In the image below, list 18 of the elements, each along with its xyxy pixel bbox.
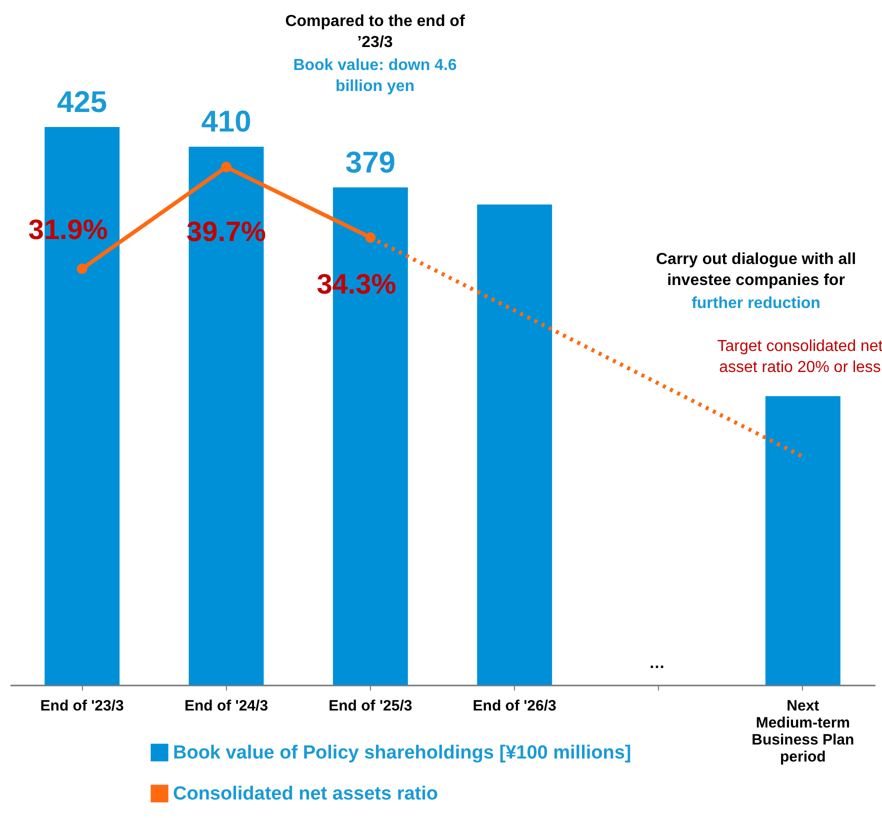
x-tick-label: Next Medium-term Business Plan period	[752, 698, 854, 766]
annotation: …	[649, 655, 665, 672]
annotation: Carry out dialogue with all investee companies for	[656, 251, 856, 289]
bar	[765, 396, 840, 685]
bar	[188, 146, 264, 685]
x-tick-label: End of '24/3	[184, 698, 268, 714]
data-label: 425	[57, 86, 108, 119]
text: Compared to the end of ’23/3	[285, 13, 466, 51]
bar	[477, 204, 552, 685]
text: Book value: down 4.6 billion yen	[293, 57, 457, 95]
x-tick-label: End of '26/3	[472, 698, 556, 714]
annotation: further reduction	[692, 295, 820, 312]
data-label: 379	[345, 146, 396, 180]
legend-label: Consolidated net assets ratio	[173, 784, 438, 804]
x-tick-label: End of '25/3	[328, 698, 412, 714]
x-tick-label: End of '23/3	[40, 698, 124, 714]
legend-label: Book value of Policy shareholdings [¥100 millions]	[173, 742, 632, 764]
data-label: 410	[201, 106, 252, 139]
